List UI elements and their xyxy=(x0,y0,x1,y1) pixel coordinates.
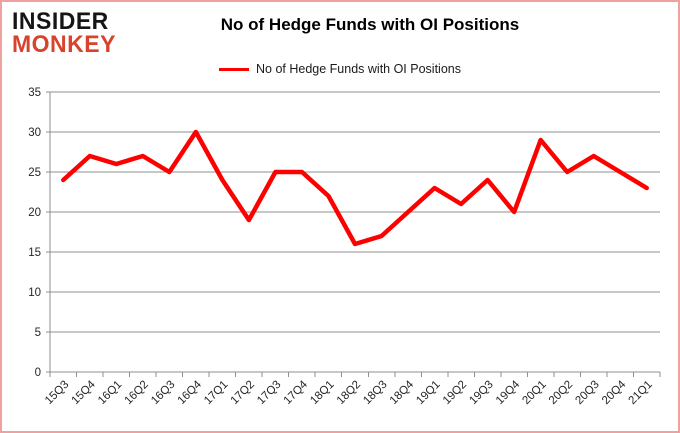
x-tick-label: 16Q4 xyxy=(176,378,205,407)
y-tick-label: 20 xyxy=(28,207,41,219)
x-tick-label: 18Q1 xyxy=(308,379,336,407)
logo-line-monkey: MONKEY xyxy=(12,29,116,57)
y-tick-label: 35 xyxy=(28,87,41,99)
x-tick-label: 20Q2 xyxy=(547,379,575,407)
y-tick-label: 15 xyxy=(28,247,41,259)
x-tick-label: 18Q2 xyxy=(335,379,363,407)
x-tick-label: 17Q3 xyxy=(255,379,283,407)
chart-title: No of Hedge Funds with OI Positions xyxy=(220,15,520,34)
series-line xyxy=(61,129,649,247)
logo-line-insider: INSIDER xyxy=(12,6,109,35)
x-tick-label: 17Q4 xyxy=(282,378,311,407)
legend-label: No of Hedge Funds with OI Positions xyxy=(256,62,461,76)
x-tick-label: 15Q4 xyxy=(70,378,99,407)
x-tick-label: 17Q2 xyxy=(229,379,257,407)
x-tick-label: 19Q3 xyxy=(467,379,495,407)
x-tick-label: 19Q1 xyxy=(414,379,442,407)
y-tick-label: 30 xyxy=(28,127,41,139)
x-tick-label: 17Q1 xyxy=(202,379,230,407)
x-tick-label: 16Q2 xyxy=(123,379,151,407)
x-tick-label: 20Q1 xyxy=(520,379,548,407)
y-tick-label: 25 xyxy=(28,167,41,179)
chart-legend: No of Hedge Funds with OI Positions xyxy=(2,62,678,76)
x-tick-label: 20Q4 xyxy=(600,378,629,407)
x-tick-label: 18Q3 xyxy=(361,379,389,407)
y-tick-label: 10 xyxy=(28,287,41,299)
y-tick-label: 5 xyxy=(35,327,41,339)
x-tick-label: 21Q1 xyxy=(626,379,654,407)
legend-line-swatch xyxy=(219,67,250,71)
x-tick-label: 19Q4 xyxy=(494,378,523,407)
x-tick-label: 18Q4 xyxy=(388,378,417,407)
x-tick-label: 20Q3 xyxy=(573,379,601,407)
x-tick-label: 16Q1 xyxy=(96,379,124,407)
x-tick-label: 19Q2 xyxy=(441,379,469,407)
y-tick-label: 0 xyxy=(35,367,41,379)
x-tick-label: 15Q3 xyxy=(43,379,71,407)
insider-monkey-logo: INSIDER MONKEY xyxy=(12,6,116,57)
x-tick-label: 16Q3 xyxy=(149,379,177,407)
